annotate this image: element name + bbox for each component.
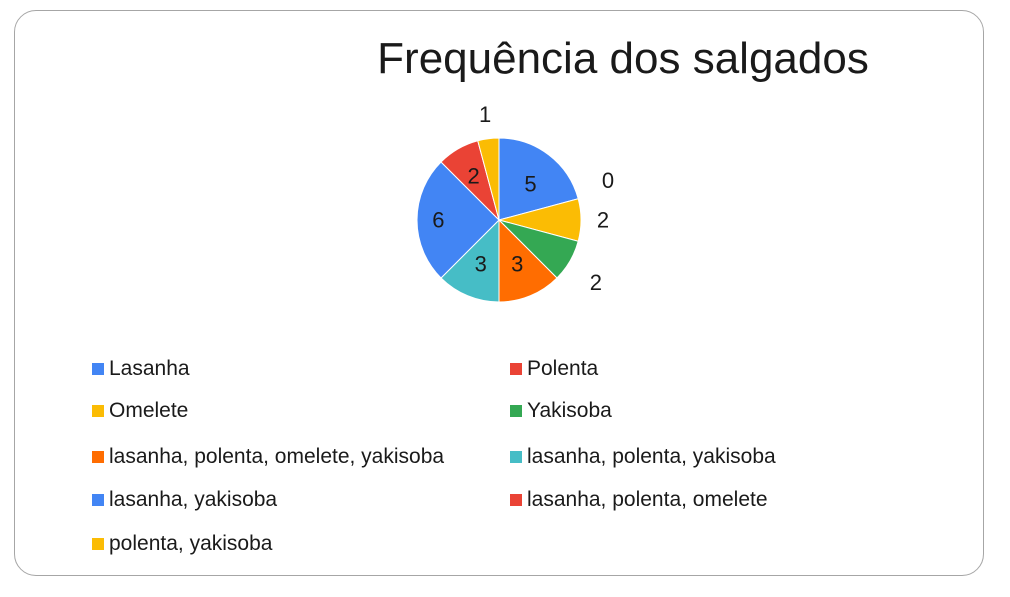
- chart-title: Frequência dos salgados: [377, 34, 869, 83]
- pie-slice-polenta-yakisoba: [477, 137, 500, 221]
- pie-slice-lasanha-yakisoba: [416, 161, 500, 279]
- data-label-lasanha-polenta-yakisoba: 3: [475, 251, 487, 276]
- pie-slice-lasanha-polenta-omelete-yakisoba: [498, 218, 558, 303]
- data-label-yakisoba: 2: [590, 270, 602, 295]
- data-label-lasanha: 5: [524, 172, 536, 197]
- data-label-polenta: 0: [602, 168, 614, 193]
- data-label-omelete: 2: [597, 208, 609, 233]
- data-label-lasanha-polenta-omelete-yakisoba: 3: [511, 251, 523, 276]
- pie-slice-lasanha-polenta-yakisoba: [440, 218, 500, 303]
- data-label-polenta-yakisoba: 1: [479, 102, 491, 127]
- pie-slice-lasanha: [498, 137, 579, 221]
- data-label-lasanha-polenta-omelete: 2: [467, 163, 479, 188]
- data-label-lasanha-yakisoba: 6: [432, 208, 444, 233]
